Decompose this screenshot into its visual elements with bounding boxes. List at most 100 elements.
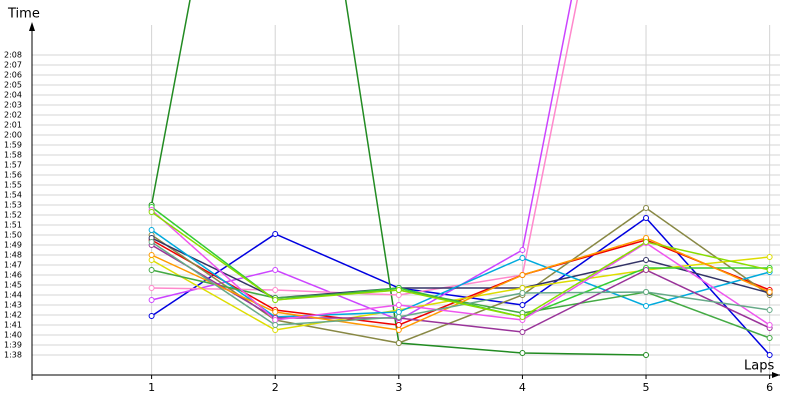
series-line xyxy=(151,269,770,339)
point xyxy=(148,297,155,303)
point xyxy=(643,267,650,273)
point xyxy=(395,292,402,298)
point xyxy=(395,287,402,293)
point xyxy=(272,231,279,237)
point xyxy=(643,303,650,309)
y-tick-label: 1:44 xyxy=(4,291,22,300)
y-tick-label: 1:39 xyxy=(4,341,22,350)
series-line xyxy=(151,211,770,318)
x-axis-title: Laps xyxy=(744,359,774,374)
point xyxy=(519,290,526,296)
x-tick-label: 4 xyxy=(519,381,526,394)
point xyxy=(519,329,526,335)
y-tick-label: 1:51 xyxy=(4,221,22,230)
y-tick-label: 2:04 xyxy=(4,91,22,100)
series-line xyxy=(151,237,770,299)
y-tick-label: 1:50 xyxy=(4,231,22,240)
y-tick-label: 2:05 xyxy=(4,81,22,90)
point xyxy=(272,327,279,333)
point xyxy=(643,257,650,263)
lines xyxy=(148,0,773,358)
y-tick-label: 2:03 xyxy=(4,101,22,110)
x-tick-label: 6 xyxy=(766,381,773,394)
point xyxy=(766,307,773,313)
y-tick-label: 1:41 xyxy=(4,321,22,330)
y-tick-label: 1:59 xyxy=(4,141,22,150)
y-axis-title: Time xyxy=(7,7,40,22)
point xyxy=(766,267,773,273)
point xyxy=(643,239,650,245)
series-line xyxy=(151,239,770,326)
y-tick-label: 2:08 xyxy=(4,51,22,60)
y-tick-label: 2:00 xyxy=(4,131,22,140)
point xyxy=(272,267,279,273)
point xyxy=(148,239,155,245)
series-line xyxy=(151,244,770,333)
y-tick-label: 1:48 xyxy=(4,251,22,260)
point xyxy=(766,352,773,358)
point xyxy=(519,350,526,356)
point xyxy=(643,289,650,295)
point xyxy=(272,309,279,315)
point xyxy=(519,302,526,308)
point xyxy=(395,327,402,333)
point xyxy=(395,314,402,320)
point xyxy=(148,313,155,319)
point xyxy=(766,335,773,341)
point xyxy=(643,215,650,221)
y-tick-label: 1:53 xyxy=(4,201,22,210)
point xyxy=(148,285,155,291)
point xyxy=(272,287,279,293)
y-tick-label: 2:06 xyxy=(4,71,22,80)
x-tick-label: 2 xyxy=(272,381,279,394)
point xyxy=(272,322,279,328)
point xyxy=(148,209,155,215)
point xyxy=(395,309,402,315)
y-tick-label: 1:42 xyxy=(4,311,22,320)
point xyxy=(643,205,650,211)
y-tick-label: 1:47 xyxy=(4,261,22,270)
point xyxy=(766,254,773,260)
y-tick-label: 1:38 xyxy=(4,351,22,360)
y-tick-label: 2:01 xyxy=(4,121,22,130)
y-tick-label: 1:55 xyxy=(4,181,22,190)
y-tick-label: 1:49 xyxy=(4,241,22,250)
x-tick-label: 3 xyxy=(395,381,402,394)
y-tick-label: 1:40 xyxy=(4,331,22,340)
point xyxy=(519,285,526,291)
y-tick-label: 1:56 xyxy=(4,171,22,180)
x-tick-label: 5 xyxy=(643,381,650,394)
point xyxy=(148,252,155,258)
y-tick-label: 1:52 xyxy=(4,211,22,220)
point xyxy=(148,267,155,273)
series-line xyxy=(151,241,770,326)
point xyxy=(148,257,155,263)
point xyxy=(519,314,526,320)
y-tick-label: 1:45 xyxy=(4,281,22,290)
point xyxy=(519,272,526,278)
point xyxy=(766,322,773,328)
point xyxy=(272,297,279,303)
y-tick-label: 2:02 xyxy=(4,111,22,120)
y-tick-label: 1:57 xyxy=(4,161,22,170)
y-tick-label: 1:43 xyxy=(4,301,22,310)
point xyxy=(519,247,526,253)
point xyxy=(395,322,402,328)
y-tick-label: 1:58 xyxy=(4,151,22,160)
series-line xyxy=(151,217,771,356)
point xyxy=(148,227,155,233)
point xyxy=(766,289,773,295)
series-line xyxy=(151,209,771,326)
y-tick-label: 1:54 xyxy=(4,191,22,200)
point xyxy=(643,352,650,358)
x-tick-label: 1 xyxy=(148,381,155,394)
point xyxy=(395,302,402,308)
point xyxy=(519,255,526,261)
y-tick-label: 1:46 xyxy=(4,271,22,280)
y-tick-label: 2:07 xyxy=(4,61,22,70)
x-arrow xyxy=(772,372,780,378)
point xyxy=(272,317,279,323)
y-arrow xyxy=(29,22,35,31)
point xyxy=(395,340,402,346)
